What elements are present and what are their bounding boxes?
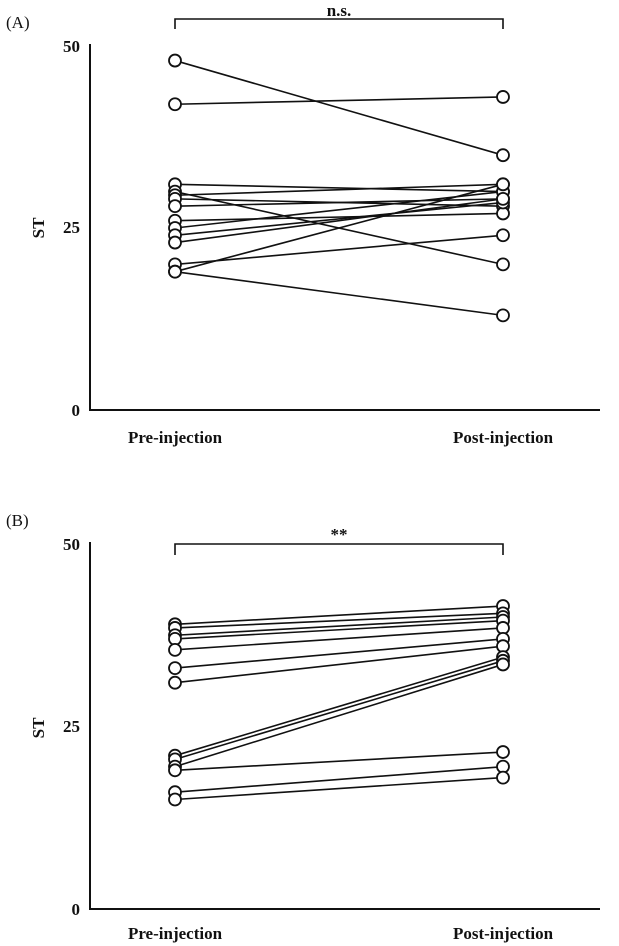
panel-a-point-11-pre [168, 235, 182, 250]
panel-a-subject-line-13 [174, 183, 504, 273]
panel-b-x-tick-pre: Pre-injection [128, 924, 223, 943]
panel-b-point-11-pre [168, 763, 182, 778]
panel-a-point-1-pre [168, 53, 182, 68]
panel-a-subject-line-5 [174, 183, 504, 197]
panel-b-subject-line-8 [174, 656, 504, 757]
panel-a-point-11-post [496, 191, 510, 206]
panel-a-point-14-post [496, 308, 510, 323]
panel-b-subject-line-7 [174, 645, 504, 684]
panel-a-point-2-post [496, 90, 510, 104]
panel-a-significance-bracket [174, 18, 504, 29]
panel-b-subject-line-9 [174, 660, 504, 761]
panel-a-subject-line-7 [174, 198, 504, 207]
panel-a-subject-line-9 [174, 190, 504, 229]
panel-b-subject-line-12 [174, 765, 504, 793]
panel-a-point-14-pre [168, 264, 182, 279]
panel-a-subject-line-1 [174, 59, 504, 156]
panel-a-point-12-post [496, 228, 510, 243]
panel-a-y-axis-label: ST [29, 217, 48, 238]
panel-b-y-tick-0: 0 [72, 900, 81, 919]
panel-a-point-2-pre [168, 97, 182, 112]
panel-b-point-13-pre [168, 792, 182, 807]
panel-a-y-tick-25: 25 [63, 218, 80, 237]
panel-a-subject-line-8 [174, 212, 504, 222]
panel-a-subject-line-2 [174, 96, 504, 106]
panel-b-subject-line-1 [174, 605, 504, 626]
panel-a-subject-line-12 [174, 234, 504, 266]
panel-a-significance-label: n.s. [327, 1, 352, 20]
panel-a-plot-area [168, 53, 510, 323]
panel-b-subject-line-13 [174, 776, 504, 801]
panel-b-significance-label: ** [331, 525, 348, 544]
panel-a-y-tick-50: 50 [63, 37, 80, 56]
panel-b-subject-line-3 [174, 616, 504, 637]
panel-b-y-tick-25: 25 [63, 717, 80, 736]
panel-a-x-tick-post: Post-injection [453, 428, 554, 447]
panel-a-point-7-pre [168, 199, 182, 214]
panel-b-subject-line-5 [174, 627, 504, 651]
panel-a-subject-line-10 [174, 201, 504, 237]
panel-b-point-6-pre [168, 661, 182, 675]
panel-b-y-tick-50: 50 [63, 535, 80, 554]
panel-b-point-13-post [496, 770, 510, 785]
panel-a-point-4-post [496, 257, 510, 272]
panel-a-x-tick-pre: Pre-injection [128, 428, 223, 447]
panel-b-plot-area [168, 599, 510, 807]
panel-b-subject-line-2 [174, 612, 504, 629]
panel-a-subject-line-3 [174, 183, 504, 193]
panel-b-point-5-pre [168, 642, 182, 657]
panel-a-subject-line-14 [174, 270, 504, 317]
panel-b-subject-line-10 [174, 663, 504, 768]
panel-b-label: (B) [6, 511, 29, 530]
panel-a: (A) ST 50 25 0 Pre-injection Post-inject… [6, 1, 600, 447]
panel-a-label: (A) [6, 13, 30, 32]
panel-b-subject-line-4 [174, 619, 504, 640]
panel-b-point-7-pre [168, 675, 182, 690]
panel-a-subject-line-11 [174, 198, 504, 244]
panel-b-subject-line-6 [174, 638, 504, 669]
panel-b: (B) ST 50 25 0 Pre-injection Post-inject… [6, 511, 600, 943]
panel-b-point-10-post [496, 657, 510, 672]
panel-a-y-tick-0: 0 [72, 401, 81, 420]
panel-b-x-tick-post: Post-injection [453, 924, 554, 943]
panel-b-y-axis-label: ST [29, 717, 48, 738]
panel-a-point-1-post [496, 148, 510, 163]
panel-b-point-11-post [496, 745, 510, 759]
panel-a-point-13-post [496, 177, 510, 192]
panel-b-subject-line-11 [174, 751, 504, 772]
panel-b-significance-bracket [174, 543, 504, 555]
